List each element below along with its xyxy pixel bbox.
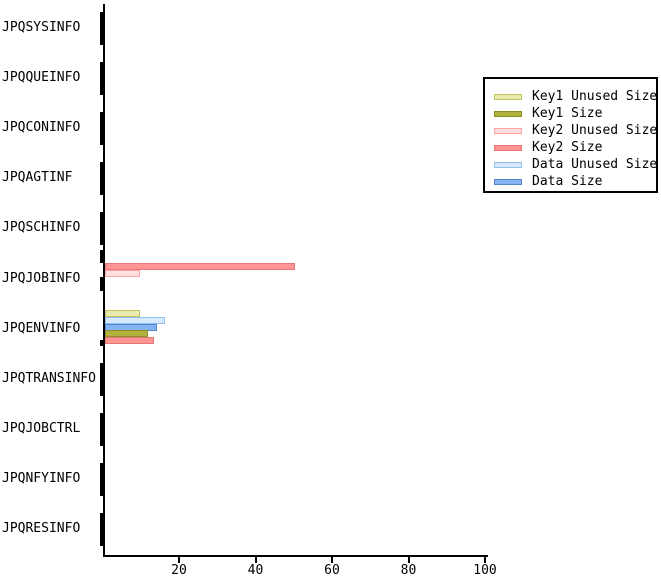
- zero-bar-mark: [100, 340, 104, 346]
- legend-swatch-icon: [494, 127, 522, 134]
- x-axis-tick-label: 40: [247, 563, 264, 578]
- category-label: JPQRESINFO: [2, 521, 81, 537]
- category-label: JPQJOBCTRL: [2, 420, 81, 436]
- zero-bar-mark: [100, 463, 104, 496]
- legend-label: Key2 Unused Size: [532, 122, 658, 138]
- legend: Key1 Unused Size Key1 Size Key2 Unused Siz…: [483, 77, 658, 193]
- legend-item: Key2 Unused Size: [485, 122, 658, 139]
- legend-swatch-icon: [494, 144, 522, 151]
- category-label: JPQENVINFO: [2, 320, 81, 336]
- zero-bar-mark: [100, 162, 104, 195]
- legend-label: Key1 Unused Size: [532, 88, 658, 104]
- bar-jpqenvinfo-key1-size: [105, 330, 148, 337]
- x-axis-tick: [407, 557, 410, 563]
- x-axis-tick-label: 80: [400, 563, 417, 578]
- x-axis-tick: [254, 557, 257, 563]
- category-label: JPQTRANSINFO: [2, 370, 96, 386]
- x-axis-tick-label: 100: [473, 563, 497, 578]
- bar-jpqenvinfo-key1-unused-size: [105, 310, 141, 317]
- legend-item: Data Size: [485, 173, 656, 190]
- legend-item: Key1 Unused Size: [485, 88, 658, 105]
- zero-bar-mark: [100, 12, 104, 45]
- x-axis-tick-label: 20: [171, 563, 187, 578]
- legend-label: Data Unused Size: [532, 156, 658, 172]
- bar-jpqenvinfo-data-unused-size: [105, 317, 166, 324]
- category-label: JPQJOBINFO: [2, 270, 81, 286]
- x-axis-tick-label: 60: [324, 563, 340, 578]
- zero-bar-mark: [100, 513, 104, 546]
- legend-label: Key2 Size: [532, 139, 603, 155]
- zero-bar-mark: [100, 363, 104, 396]
- category-label: JPQNFYINFO: [2, 470, 81, 486]
- x-axis-line: [103, 555, 488, 557]
- legend-swatch-icon: [494, 178, 522, 185]
- y-axis-line: [103, 4, 105, 557]
- category-label: JPQSCHINFO: [2, 220, 81, 236]
- x-axis-tick: [178, 557, 180, 563]
- legend-swatch-icon: [494, 93, 522, 100]
- legend-swatch-icon: [494, 110, 522, 117]
- x-axis-tick: [331, 557, 333, 563]
- zero-bar-mark: [100, 212, 104, 245]
- zero-bar-mark: [100, 250, 104, 263]
- bar-jpqenvinfo-key2-size: [105, 337, 154, 344]
- zero-bar-mark: [100, 62, 104, 95]
- x-axis-tick: [484, 557, 486, 563]
- category-label: JPQAGTINF: [2, 170, 73, 186]
- legend-label: Data Size: [532, 173, 603, 189]
- zero-bar-mark: [100, 277, 104, 291]
- zero-bar-mark: [100, 112, 104, 145]
- category-label: JPQQUEINFO: [2, 70, 81, 86]
- legend-item: Data Unused Size: [485, 156, 658, 173]
- zero-bar-mark: [100, 413, 104, 446]
- bar-jpqjobinfo-key2-size: [105, 263, 295, 270]
- category-label: JPQSYSINFO: [2, 20, 81, 36]
- category-label: JPQCONINFO: [2, 120, 81, 136]
- legend-item: Key1 Size: [485, 105, 656, 122]
- bar-jpqjobinfo-key2-unused-size: [105, 270, 141, 277]
- legend-label: Key1 Size: [532, 105, 603, 121]
- legend-swatch-icon: [494, 161, 522, 168]
- legend-item: Key2 Size: [485, 139, 656, 156]
